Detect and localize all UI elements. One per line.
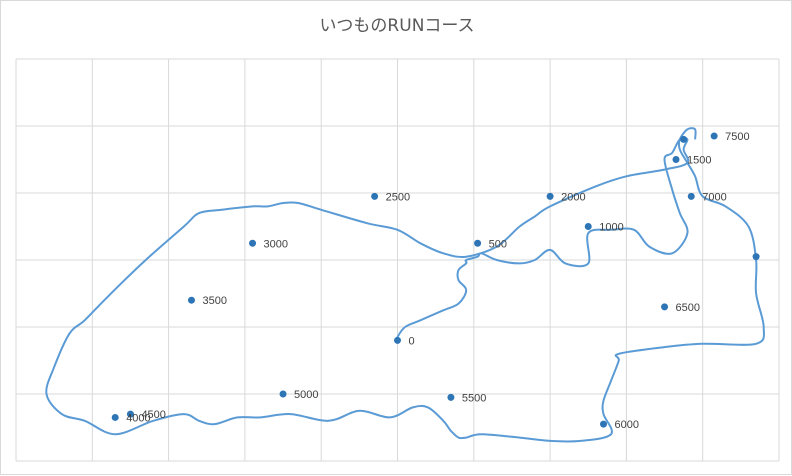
distance-label: 7000	[702, 191, 726, 203]
route-line	[45, 127, 765, 443]
distance-marker	[111, 413, 119, 421]
distance-label: 6000	[615, 419, 639, 431]
distance-label: 7500	[725, 131, 749, 143]
distance-label: 0	[409, 335, 415, 347]
distance-marker	[672, 156, 680, 163]
distance-marker	[371, 192, 379, 200]
distance-marker	[394, 336, 401, 344]
distance-markers	[111, 132, 760, 428]
distance-marker	[474, 239, 482, 247]
distance-marker	[710, 132, 718, 140]
distance-marker	[680, 135, 688, 143]
distance-label: 6500	[676, 302, 700, 314]
distance-marker	[687, 192, 695, 200]
distance-marker	[279, 390, 287, 398]
distance-label: 4000	[126, 412, 150, 424]
distance-marker	[584, 223, 592, 230]
distance-marker	[126, 410, 134, 418]
distance-marker	[661, 303, 669, 311]
distance-label: 4500	[141, 409, 165, 421]
chart-title: いつものRUNコース	[319, 16, 475, 36]
distance-marker	[249, 239, 257, 247]
distance-marker	[546, 192, 554, 200]
distance-marker	[187, 296, 195, 304]
distance-label: 3000	[264, 238, 288, 250]
distance-marker	[600, 420, 608, 428]
distance-label: 1500	[687, 155, 711, 167]
distance-label: 500	[489, 238, 507, 250]
gridlines	[15, 58, 780, 462]
distance-label: 3500	[202, 295, 226, 307]
distance-label: 2500	[386, 191, 410, 203]
distance-marker	[447, 393, 455, 401]
distance-marker	[752, 253, 760, 261]
route-series	[45, 127, 765, 443]
distance-label: 2000	[561, 191, 585, 203]
distance-label: 5000	[294, 389, 318, 401]
distance-label: 1000	[599, 222, 623, 234]
distance-label: 5500	[462, 392, 486, 404]
distance-labels: 0 500 1000 1500 7000 7500 2000 2500 3000 3500 4000…	[126, 131, 749, 431]
